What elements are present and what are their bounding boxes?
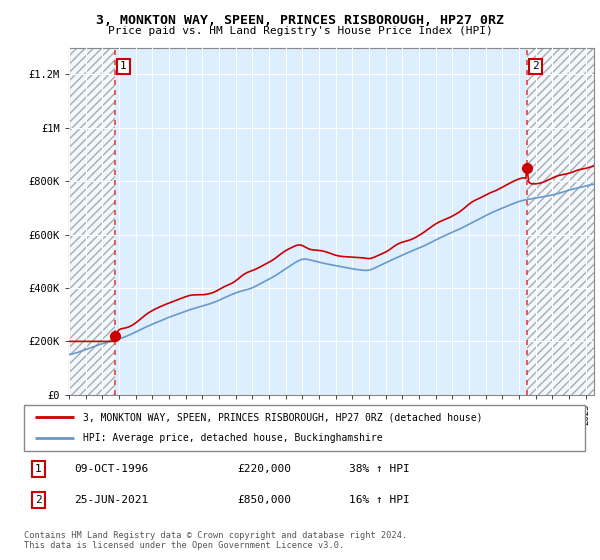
Bar (69, 48, 115, 395)
Text: 16% ↑ HPI: 16% ↑ HPI (349, 495, 410, 505)
Bar (69, 48, 115, 395)
Text: 25-JUN-2021: 25-JUN-2021 (74, 495, 149, 505)
Text: £220,000: £220,000 (237, 464, 291, 474)
Text: 3, MONKTON WAY, SPEEN, PRINCES RISBOROUGH, HP27 0RZ (detached house): 3, MONKTON WAY, SPEEN, PRINCES RISBOROUG… (83, 412, 482, 422)
Bar (527, 48, 594, 395)
Text: 2: 2 (532, 61, 539, 71)
Text: 1: 1 (120, 61, 127, 71)
Text: 2: 2 (35, 495, 41, 505)
Text: 09-OCT-1996: 09-OCT-1996 (74, 464, 149, 474)
Text: Price paid vs. HM Land Registry's House Price Index (HPI): Price paid vs. HM Land Registry's House … (107, 26, 493, 36)
Text: £850,000: £850,000 (237, 495, 291, 505)
Text: 3, MONKTON WAY, SPEEN, PRINCES RISBOROUGH, HP27 0RZ: 3, MONKTON WAY, SPEEN, PRINCES RISBOROUG… (96, 14, 504, 27)
Text: 38% ↑ HPI: 38% ↑ HPI (349, 464, 410, 474)
Text: 1: 1 (35, 464, 41, 474)
Text: HPI: Average price, detached house, Buckinghamshire: HPI: Average price, detached house, Buck… (83, 433, 383, 444)
Bar (527, 48, 594, 395)
Text: Contains HM Land Registry data © Crown copyright and database right 2024.
This d: Contains HM Land Registry data © Crown c… (24, 531, 407, 550)
FancyBboxPatch shape (24, 405, 585, 451)
